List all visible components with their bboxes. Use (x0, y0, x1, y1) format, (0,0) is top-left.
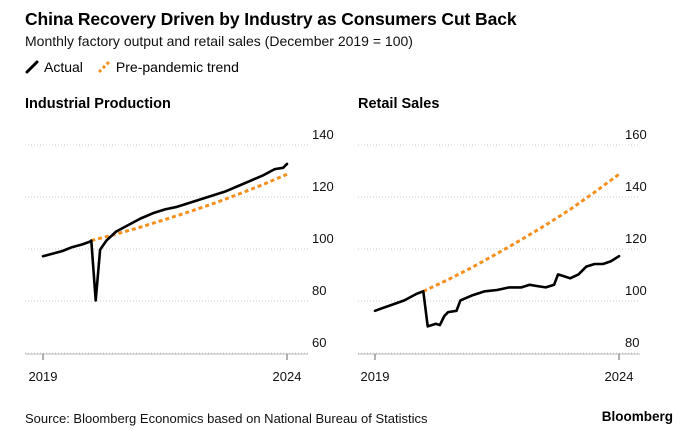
legend-trend-label: Pre-pandemic trend (115, 59, 239, 75)
source-note: Source: Bloomberg Economics based on Nat… (25, 411, 428, 426)
industrial-y-tick-label: 120 (312, 179, 334, 194)
chart-title: China Recovery Driven by Industry as Con… (25, 9, 517, 29)
legend-item-trend: Pre-pandemic trend (97, 59, 239, 75)
brand-logo: Bloomberg (601, 409, 673, 424)
industrial-trend-line (90, 172, 288, 243)
legend-trend-swatch-icon (97, 60, 110, 74)
retail-y-tick-label: 140 (625, 179, 647, 194)
industrial-actual-line (41, 162, 289, 302)
retail-y-tick-label: 100 (625, 283, 647, 298)
retail-y-tick-label: 120 (625, 231, 647, 246)
retail-trend-line (422, 173, 620, 293)
legend: Actual Pre-pandemic trend (25, 58, 253, 76)
retail-y-tick-label: 160 (625, 127, 647, 142)
chart-subtitle: Monthly factory output and retail sales … (25, 33, 413, 49)
retail-actual-line (373, 254, 621, 328)
industrial-x-tick-label: 2024 (273, 369, 302, 384)
industrial-y-tick-label: 60 (312, 335, 326, 350)
legend-actual-label: Actual (44, 59, 83, 75)
retail-y-tick-label: 80 (625, 335, 639, 350)
panel-title-industrial: Industrial Production (25, 96, 171, 112)
industrial-y-tick-label: 100 (312, 231, 334, 246)
retail-x-tick-label: 2019 (361, 369, 390, 384)
legend-item-actual: Actual (25, 59, 83, 75)
industrial-y-tick-label: 80 (312, 283, 326, 298)
legend-actual-swatch-icon (25, 60, 39, 74)
retail-x-tick-label: 2024 (605, 369, 634, 384)
industrial-x-tick-label: 2019 (29, 369, 58, 384)
panel-title-retail: Retail Sales (358, 96, 440, 112)
industrial-y-tick-label: 140 (312, 127, 334, 142)
